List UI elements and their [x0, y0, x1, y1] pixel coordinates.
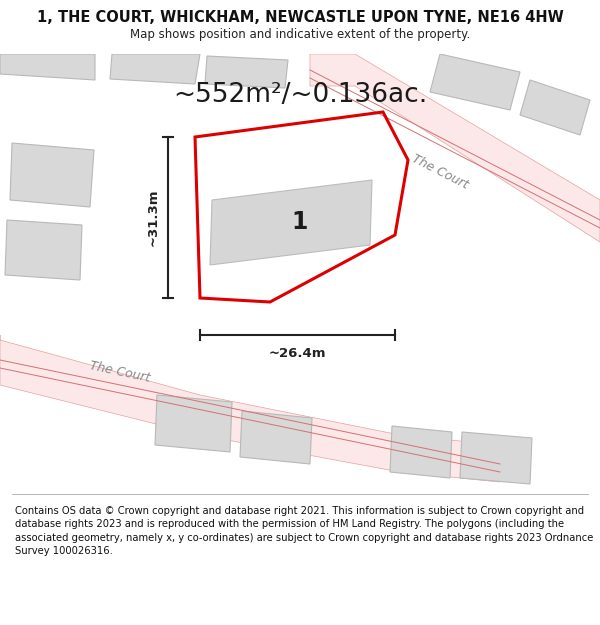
Text: 1, THE COURT, WHICKHAM, NEWCASTLE UPON TYNE, NE16 4HW: 1, THE COURT, WHICKHAM, NEWCASTLE UPON T… [37, 10, 563, 25]
Polygon shape [5, 220, 82, 280]
Polygon shape [110, 54, 200, 84]
Polygon shape [205, 56, 288, 88]
Text: The Court: The Court [410, 152, 470, 192]
Polygon shape [310, 54, 600, 242]
Polygon shape [430, 54, 520, 110]
Polygon shape [10, 143, 94, 207]
Text: ~31.3m: ~31.3m [147, 189, 160, 246]
Polygon shape [0, 54, 95, 80]
Text: ~552m²/~0.136ac.: ~552m²/~0.136ac. [173, 82, 427, 108]
Polygon shape [460, 432, 532, 484]
Text: Map shows position and indicative extent of the property.: Map shows position and indicative extent… [130, 28, 470, 41]
Polygon shape [195, 112, 408, 302]
Polygon shape [240, 411, 312, 464]
Polygon shape [155, 395, 232, 452]
Polygon shape [390, 426, 452, 478]
Polygon shape [520, 80, 590, 135]
Text: Contains OS data © Crown copyright and database right 2021. This information is : Contains OS data © Crown copyright and d… [15, 506, 593, 556]
Polygon shape [210, 180, 372, 265]
Text: The Court: The Court [89, 359, 151, 385]
Text: ~26.4m: ~26.4m [269, 347, 326, 360]
Polygon shape [0, 335, 500, 482]
Text: 1: 1 [292, 210, 308, 234]
